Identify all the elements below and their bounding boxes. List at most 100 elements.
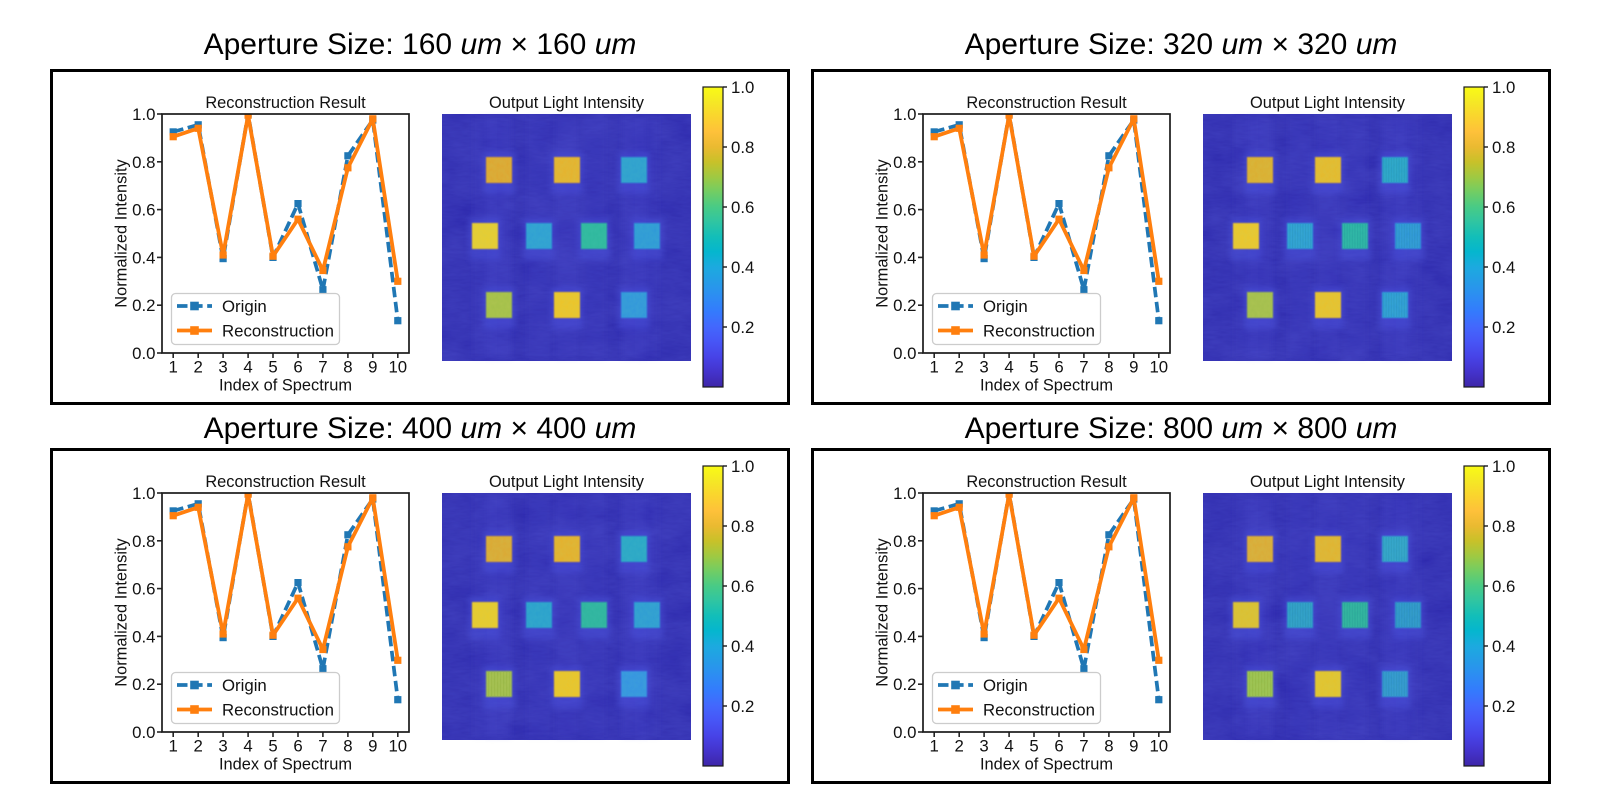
svg-text:0.0: 0.0 xyxy=(132,344,155,363)
svg-text:10: 10 xyxy=(388,358,407,377)
svg-text:0.2: 0.2 xyxy=(893,675,916,694)
svg-text:0.6: 0.6 xyxy=(893,580,916,599)
svg-text:Normalized Intensity: Normalized Intensity xyxy=(113,158,131,307)
svg-text:1: 1 xyxy=(930,358,939,377)
svg-text:Reconstruction Result: Reconstruction Result xyxy=(205,94,366,112)
svg-text:0.8: 0.8 xyxy=(1492,517,1515,536)
svg-text:Normalized Intensity: Normalized Intensity xyxy=(113,537,131,686)
svg-text:1.0: 1.0 xyxy=(1492,457,1515,476)
svg-text:Output Light Intensity: Output Light Intensity xyxy=(489,473,645,491)
svg-text:Reconstruction: Reconstruction xyxy=(222,701,334,720)
svg-text:Origin: Origin xyxy=(983,676,1028,695)
svg-text:0.6: 0.6 xyxy=(893,201,916,220)
svg-text:0.6: 0.6 xyxy=(731,577,754,596)
svg-text:Origin: Origin xyxy=(222,676,267,695)
svg-text:0.6: 0.6 xyxy=(132,580,155,599)
svg-text:0.4: 0.4 xyxy=(132,627,155,646)
svg-text:1.0: 1.0 xyxy=(1492,78,1515,97)
svg-text:Index of Spectrum: Index of Spectrum xyxy=(219,756,352,774)
svg-text:0.6: 0.6 xyxy=(1492,577,1515,596)
svg-text:0.8: 0.8 xyxy=(893,532,916,551)
svg-text:0.2: 0.2 xyxy=(132,296,155,315)
svg-text:1.0: 1.0 xyxy=(731,457,754,476)
svg-text:10: 10 xyxy=(1149,737,1168,756)
svg-text:Origin: Origin xyxy=(983,297,1028,316)
svg-text:8: 8 xyxy=(343,737,352,756)
svg-text:0.0: 0.0 xyxy=(893,344,916,363)
svg-text:4: 4 xyxy=(1004,358,1013,377)
svg-text:0.8: 0.8 xyxy=(132,153,155,172)
svg-text:0.4: 0.4 xyxy=(132,248,155,267)
svg-text:0.0: 0.0 xyxy=(893,723,916,742)
svg-text:8: 8 xyxy=(1104,358,1113,377)
svg-text:0.8: 0.8 xyxy=(1492,138,1515,157)
svg-text:9: 9 xyxy=(1129,737,1138,756)
svg-text:0.2: 0.2 xyxy=(893,296,916,315)
svg-text:0.4: 0.4 xyxy=(893,627,916,646)
svg-text:6: 6 xyxy=(1054,737,1063,756)
svg-text:5: 5 xyxy=(1029,737,1038,756)
svg-text:4: 4 xyxy=(1004,737,1013,756)
svg-text:0.2: 0.2 xyxy=(731,318,754,337)
svg-text:2: 2 xyxy=(194,737,203,756)
svg-text:7: 7 xyxy=(1079,358,1088,377)
svg-text:9: 9 xyxy=(1129,358,1138,377)
svg-text:0.4: 0.4 xyxy=(731,258,754,277)
svg-text:9: 9 xyxy=(368,737,377,756)
svg-text:Index of Spectrum: Index of Spectrum xyxy=(219,377,352,395)
svg-text:0.8: 0.8 xyxy=(132,532,155,551)
svg-text:Reconstruction: Reconstruction xyxy=(222,322,334,341)
svg-text:3: 3 xyxy=(218,358,227,377)
svg-text:7: 7 xyxy=(318,358,327,377)
svg-text:6: 6 xyxy=(1054,358,1063,377)
svg-text:1: 1 xyxy=(169,737,178,756)
svg-text:0.8: 0.8 xyxy=(893,153,916,172)
svg-text:0.8: 0.8 xyxy=(731,138,754,157)
svg-text:Output Light Intensity: Output Light Intensity xyxy=(1250,473,1406,491)
svg-text:Output Light Intensity: Output Light Intensity xyxy=(489,94,645,112)
svg-text:0.2: 0.2 xyxy=(132,675,155,694)
svg-text:2: 2 xyxy=(955,358,964,377)
svg-text:4: 4 xyxy=(243,737,252,756)
svg-text:0.4: 0.4 xyxy=(731,637,754,656)
svg-text:2: 2 xyxy=(955,737,964,756)
svg-text:6: 6 xyxy=(293,737,302,756)
svg-text:3: 3 xyxy=(979,737,988,756)
svg-text:4: 4 xyxy=(243,358,252,377)
svg-text:5: 5 xyxy=(268,358,277,377)
svg-text:5: 5 xyxy=(268,737,277,756)
svg-text:6: 6 xyxy=(293,358,302,377)
svg-text:2: 2 xyxy=(194,358,203,377)
svg-text:Index of Spectrum: Index of Spectrum xyxy=(980,377,1113,395)
svg-text:Normalized Intensity: Normalized Intensity xyxy=(874,537,892,686)
svg-text:1.0: 1.0 xyxy=(893,105,916,124)
svg-text:0.4: 0.4 xyxy=(893,248,916,267)
svg-text:Reconstruction: Reconstruction xyxy=(983,701,1095,720)
svg-text:8: 8 xyxy=(1104,737,1113,756)
svg-text:0.6: 0.6 xyxy=(1492,198,1515,217)
svg-text:1.0: 1.0 xyxy=(132,105,155,124)
svg-text:0.6: 0.6 xyxy=(731,198,754,217)
svg-text:Reconstruction Result: Reconstruction Result xyxy=(205,473,366,491)
svg-text:1.0: 1.0 xyxy=(893,484,916,503)
svg-text:Origin: Origin xyxy=(222,297,267,316)
svg-text:Index of Spectrum: Index of Spectrum xyxy=(980,756,1113,774)
svg-text:0.4: 0.4 xyxy=(1492,258,1515,277)
svg-text:1: 1 xyxy=(930,737,939,756)
svg-text:Reconstruction Result: Reconstruction Result xyxy=(966,473,1127,491)
svg-text:0.6: 0.6 xyxy=(132,201,155,220)
svg-text:Reconstruction: Reconstruction xyxy=(983,322,1095,341)
svg-text:0.2: 0.2 xyxy=(1492,697,1515,716)
svg-text:0.2: 0.2 xyxy=(1492,318,1515,337)
svg-text:0.8: 0.8 xyxy=(731,517,754,536)
svg-text:10: 10 xyxy=(1149,358,1168,377)
svg-text:0.2: 0.2 xyxy=(731,697,754,716)
svg-text:10: 10 xyxy=(388,737,407,756)
svg-text:1: 1 xyxy=(169,358,178,377)
svg-text:0.4: 0.4 xyxy=(1492,637,1515,656)
svg-text:7: 7 xyxy=(318,737,327,756)
svg-text:Output Light Intensity: Output Light Intensity xyxy=(1250,94,1406,112)
svg-text:1.0: 1.0 xyxy=(731,78,754,97)
svg-text:Reconstruction Result: Reconstruction Result xyxy=(966,94,1127,112)
svg-text:5: 5 xyxy=(1029,358,1038,377)
